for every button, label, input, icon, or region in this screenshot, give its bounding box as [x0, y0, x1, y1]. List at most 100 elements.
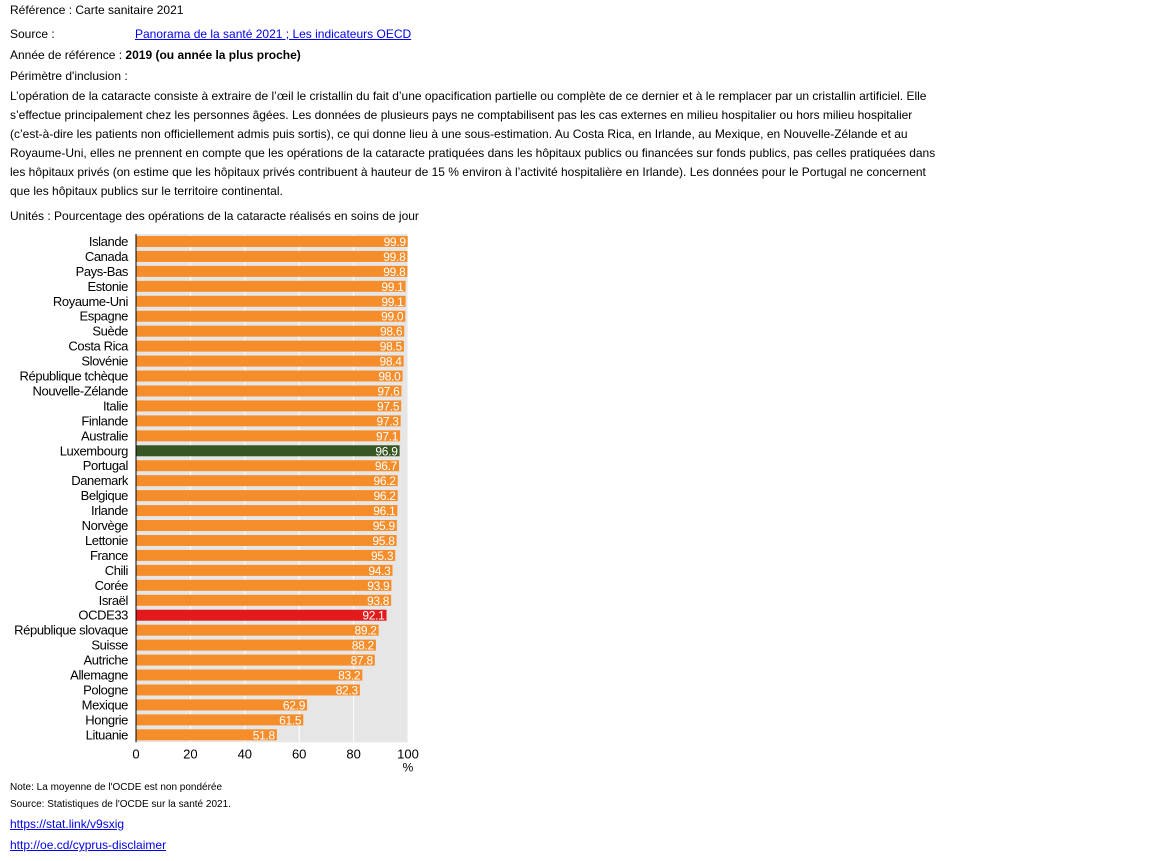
data-label: 97.6	[377, 384, 400, 398]
bar	[136, 624, 379, 636]
chart-source: Source: Statistiques de l'OCDE sur la sa…	[10, 799, 231, 810]
data-label: 99.0	[381, 310, 404, 324]
bar	[136, 310, 406, 322]
bar	[136, 265, 408, 277]
scope-description: L’opération de la cataracte consiste à e…	[10, 89, 936, 198]
data-label: 96.9	[375, 444, 398, 458]
bar	[136, 325, 405, 337]
data-label: 83.2	[338, 669, 361, 683]
data-label: 87.8	[351, 654, 374, 668]
category-label: Lettonie	[85, 533, 128, 548]
category-label: Australie	[81, 428, 128, 443]
bar	[136, 549, 396, 561]
category-label: Lituanie	[86, 727, 129, 742]
x-tick-label: 20	[183, 746, 197, 761]
category-label: Suisse	[91, 638, 128, 653]
chart-note: Note: La moyenne de l'OCDE est non pondé…	[10, 782, 223, 793]
category-label: Mexique	[82, 697, 129, 712]
year-label: Année de référence :	[10, 48, 126, 62]
stat-link[interactable]: https://stat.link/v9sxig	[10, 817, 125, 831]
x-tick-label: 100	[397, 746, 419, 761]
category-label: Corée	[95, 578, 129, 593]
bar	[136, 415, 401, 427]
x-tick-label: 60	[292, 746, 306, 761]
data-label: 98.5	[380, 340, 403, 354]
data-label: 98.4	[379, 355, 402, 369]
data-label: 99.1	[381, 280, 404, 294]
year-value: 2019 (ou année la plus proche)	[125, 48, 301, 62]
bar	[136, 579, 392, 591]
data-label: 94.3	[368, 564, 391, 578]
data-label: 95.3	[371, 549, 394, 563]
data-label: 97.1	[376, 429, 399, 443]
data-label: 88.2	[352, 639, 375, 653]
category-label: Espagne	[79, 309, 128, 324]
bar	[136, 475, 398, 487]
category-label: République tchèque	[20, 369, 129, 384]
data-label: 96.2	[374, 474, 397, 488]
data-label: 61.5	[279, 713, 302, 727]
source-label: Source :	[10, 27, 55, 41]
data-label: 99.1	[381, 295, 404, 309]
bar	[136, 490, 398, 502]
category-label: Suède	[92, 324, 128, 339]
cyprus-disclaimer-link[interactable]: http://oe.cd/cyprus-disclaimer	[10, 838, 167, 852]
bar	[136, 355, 404, 367]
bar	[136, 564, 393, 576]
category-label: Luxembourg	[60, 443, 128, 458]
bar	[136, 639, 376, 651]
bar	[136, 385, 402, 397]
bar	[136, 609, 387, 621]
category-label: Costa Rica	[68, 339, 129, 354]
bar	[136, 295, 406, 307]
data-label: 96.1	[373, 504, 396, 518]
bar	[136, 714, 304, 726]
data-label: 93.8	[367, 594, 390, 608]
data-label: 97.3	[376, 414, 399, 428]
data-label: 51.8	[253, 728, 276, 742]
category-label: Allemagne	[70, 668, 128, 683]
bar	[136, 430, 401, 442]
category-label: Italie	[103, 398, 128, 413]
x-tick-label: 80	[346, 746, 360, 761]
x-unit-label: %	[403, 760, 414, 774]
data-label: 98.0	[378, 370, 401, 384]
category-label: Pologne	[83, 682, 128, 697]
bar	[136, 534, 397, 546]
data-label: 97.5	[377, 399, 400, 413]
data-label: 82.3	[336, 683, 359, 697]
bar	[136, 235, 408, 247]
bar	[136, 520, 397, 532]
category-label: Irlande	[91, 503, 128, 518]
data-label: 98.6	[380, 325, 403, 339]
x-tick-label: 40	[238, 746, 252, 761]
data-label: 99.8	[383, 250, 406, 264]
bar	[136, 669, 363, 681]
data-label: 99.8	[383, 265, 406, 279]
bar	[136, 250, 408, 262]
data-label: 89.2	[354, 624, 377, 638]
category-label: Autriche	[84, 653, 129, 668]
units-text: Unités : Pourcentage des opérations de l…	[10, 209, 419, 223]
category-label: République slovaque	[14, 623, 128, 638]
bar	[136, 699, 308, 711]
category-label: Finlande	[81, 413, 128, 428]
category-label: Islande	[89, 234, 128, 249]
bar	[136, 280, 406, 292]
data-label: 95.9	[373, 519, 396, 533]
category-label: Estonie	[87, 279, 128, 294]
category-label: Danemark	[71, 473, 129, 488]
source-link[interactable]: Panorama de la santé 2021 ; Les indicate…	[135, 27, 412, 41]
year-line: Année de référence : 2019 (ou année la p…	[10, 48, 301, 62]
bar-chart: Islande 99.9 Canada 99.8 Pays-Bas 99.8 Estonie…	[14, 234, 419, 774]
source-line: Source : Panorama de la santé 2021 ; Les…	[10, 27, 411, 41]
bar	[136, 370, 403, 382]
category-label: Portugal	[83, 458, 129, 473]
category-label: Hongrie	[85, 712, 128, 727]
bar	[136, 505, 398, 517]
data-label: 96.2	[374, 489, 397, 503]
reference-text: Référence : Carte sanitaire 2021	[10, 3, 184, 17]
data-label: 99.9	[384, 235, 407, 249]
category-label: France	[90, 548, 128, 563]
category-label: Chili	[105, 563, 129, 578]
